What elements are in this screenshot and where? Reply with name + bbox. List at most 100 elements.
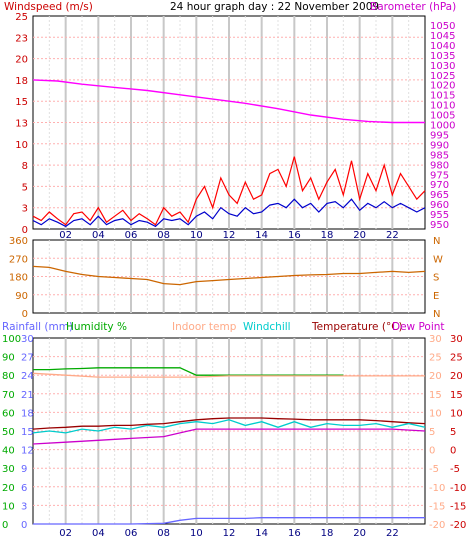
tick-label: 90 bbox=[2, 353, 15, 364]
legend-entry: Indoor temp bbox=[172, 321, 237, 333]
tick-label: 1005 bbox=[430, 111, 455, 122]
tick-label: 965 bbox=[430, 190, 449, 201]
tick-label: 10 bbox=[190, 528, 203, 539]
panel-wind-baro: Windspeed (m/s) 24 hour graph day : 22 N… bbox=[4, 1, 456, 241]
tick-label: 70 bbox=[2, 390, 15, 401]
tick-label: 1000 bbox=[430, 121, 455, 132]
graph-title: 24 hour graph day : 22 November 2009 bbox=[170, 1, 379, 13]
tick-label: 27 bbox=[21, 353, 34, 364]
tick-label: 25 bbox=[450, 353, 463, 364]
tick-label: 25 bbox=[15, 12, 28, 23]
tick-label: 04 bbox=[92, 230, 105, 241]
tick-label: 20 bbox=[429, 371, 442, 382]
tick-label: 20 bbox=[15, 55, 28, 66]
tick-label: 15 bbox=[429, 390, 442, 401]
tick-label: 60 bbox=[2, 408, 15, 419]
baro-axis-title: Barometer (hPa) bbox=[370, 1, 456, 13]
tick-label: 14 bbox=[255, 528, 268, 539]
tick-label: 0 bbox=[450, 446, 456, 457]
tick-label: -20 bbox=[450, 520, 466, 531]
tick-label: 15 bbox=[21, 427, 34, 438]
tick-label: 30 bbox=[21, 334, 34, 345]
tick-label: -5 bbox=[450, 464, 460, 475]
tick-label: 12 bbox=[223, 528, 236, 539]
tick-label: 5 bbox=[22, 182, 28, 193]
tick-label: N bbox=[433, 309, 440, 320]
tick-label: 100 bbox=[2, 334, 21, 345]
legend-entry: Humidity % bbox=[66, 321, 127, 333]
tick-label: 995 bbox=[430, 130, 449, 141]
tick-label: 1035 bbox=[430, 51, 455, 62]
legend-entry: Rainfall (mm) bbox=[2, 321, 73, 333]
tick-label: 21 bbox=[21, 390, 34, 401]
tick-label: 18 bbox=[321, 230, 334, 241]
series-line bbox=[33, 517, 425, 525]
tick-label: 360 bbox=[9, 236, 28, 247]
tick-label: 16 bbox=[288, 230, 301, 241]
tick-label: 12 bbox=[21, 446, 34, 457]
tick-label: 18 bbox=[15, 76, 28, 87]
tick-label: N bbox=[433, 236, 440, 247]
tick-label: 80 bbox=[2, 371, 15, 382]
tick-label: 15 bbox=[450, 390, 463, 401]
tick-label: 40 bbox=[2, 446, 15, 457]
tick-label: 270 bbox=[9, 254, 28, 265]
tick-label: 3 bbox=[22, 204, 28, 215]
tick-label: 5 bbox=[450, 427, 456, 438]
tick-label: 08 bbox=[157, 230, 170, 241]
tick-label: 15 bbox=[15, 97, 28, 108]
tick-label: 990 bbox=[430, 140, 449, 151]
tick-label: 0 bbox=[21, 520, 27, 531]
tick-label: 22 bbox=[386, 230, 399, 241]
tick-label: 975 bbox=[430, 170, 449, 181]
series-line bbox=[32, 198, 426, 228]
tick-label: 30 bbox=[429, 334, 442, 345]
tick-label: 980 bbox=[430, 160, 449, 171]
tick-label: 50 bbox=[2, 427, 15, 438]
tick-label: 180 bbox=[9, 273, 28, 284]
tick-label: 10 bbox=[15, 140, 28, 151]
tick-label: 8 bbox=[22, 161, 28, 172]
tick-label: 10 bbox=[190, 230, 203, 241]
tick-label: 970 bbox=[430, 180, 449, 191]
wind-axis-title: Windspeed (m/s) bbox=[4, 1, 93, 13]
tick-label: 12 bbox=[223, 230, 236, 241]
tick-label: 14 bbox=[255, 230, 268, 241]
tick-label: 13 bbox=[15, 119, 28, 130]
tick-label: S bbox=[433, 273, 439, 284]
series-line bbox=[32, 265, 426, 286]
series-line bbox=[32, 428, 426, 445]
tick-label: E bbox=[433, 291, 439, 302]
tick-label: 30 bbox=[450, 334, 463, 345]
tick-label: 20 bbox=[353, 528, 366, 539]
series-line bbox=[32, 419, 426, 434]
tick-label: 30 bbox=[2, 464, 15, 475]
tick-label: 20 bbox=[450, 371, 463, 382]
tick-label: 1015 bbox=[430, 91, 455, 102]
series-line bbox=[33, 367, 344, 376]
tick-label: 18 bbox=[321, 528, 334, 539]
tick-label: 20 bbox=[353, 230, 366, 241]
tick-label: 0 bbox=[429, 446, 435, 457]
tick-label: 16 bbox=[288, 528, 301, 539]
tick-label: 9 bbox=[21, 464, 27, 475]
tick-label: -20 bbox=[429, 520, 445, 531]
tick-label: 0 bbox=[2, 520, 8, 531]
tick-label: 0 bbox=[22, 309, 28, 320]
tick-label: -10 bbox=[429, 483, 445, 494]
series-line bbox=[32, 372, 425, 378]
tick-label: 1040 bbox=[430, 41, 455, 52]
tick-label: 20 bbox=[2, 483, 15, 494]
series-line bbox=[32, 79, 425, 124]
tick-label: 24 bbox=[21, 371, 34, 382]
tick-label: 5 bbox=[429, 427, 435, 438]
series-line bbox=[32, 156, 426, 226]
tick-label: 960 bbox=[430, 200, 449, 211]
tick-label: 1025 bbox=[430, 71, 455, 82]
tick-label: 10 bbox=[429, 408, 442, 419]
tick-label: 18 bbox=[21, 408, 34, 419]
tick-label: 10 bbox=[450, 408, 463, 419]
tick-label: 08 bbox=[157, 528, 170, 539]
tick-label: -5 bbox=[429, 464, 439, 475]
